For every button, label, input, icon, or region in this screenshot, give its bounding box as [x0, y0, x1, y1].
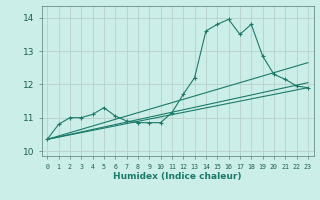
X-axis label: Humidex (Indice chaleur): Humidex (Indice chaleur)	[113, 172, 242, 181]
